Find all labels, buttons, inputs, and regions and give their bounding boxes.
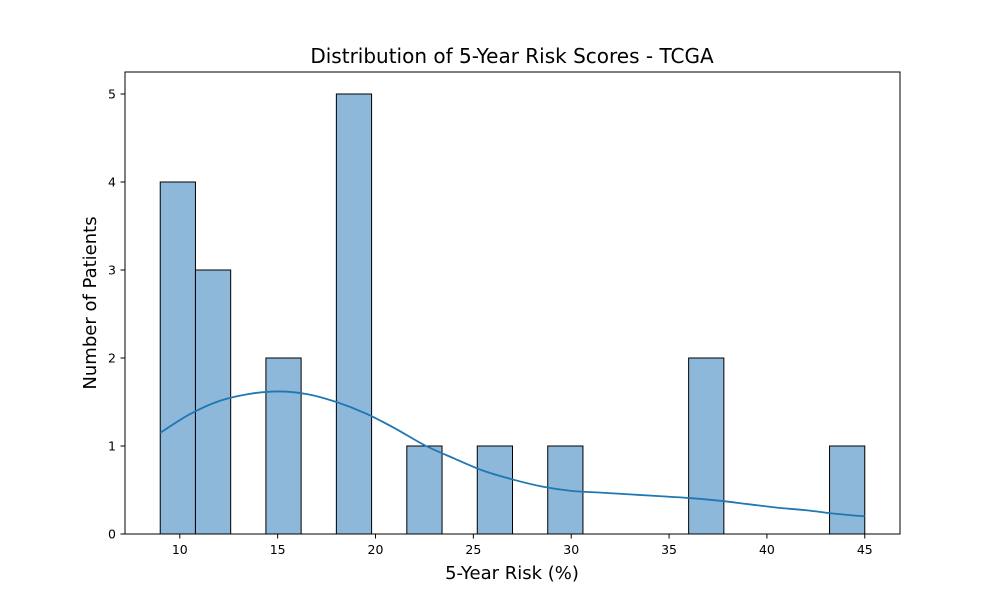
y-axis-label: Number of Patients (80, 216, 101, 389)
x-tick-label: 25 (465, 542, 481, 557)
kde-curve (159, 390, 865, 518)
y-tick-label: 3 (108, 263, 116, 278)
kde-curve-group (159, 390, 865, 518)
x-tick-label: 10 (172, 542, 188, 557)
y-axis-ticks: 0 1 2 3 4 5 (108, 87, 125, 542)
x-tick-label: 40 (759, 542, 775, 557)
histogram-bar (159, 181, 196, 535)
histogram-bar (265, 357, 302, 535)
histogram-bar (476, 445, 514, 535)
y-tick-label: 4 (108, 175, 116, 190)
x-tick-label: 20 (368, 542, 384, 557)
x-tick-label: 15 (270, 542, 286, 557)
y-tick-label: 5 (108, 87, 116, 102)
x-axis-label: 5-Year Risk (%) (445, 563, 579, 584)
plot-area-frame (124, 71, 901, 535)
chart-title: Distribution of 5-Year Risk Scores - TCG… (310, 44, 714, 68)
histogram-bar (194, 269, 232, 535)
histogram-bar (406, 445, 443, 535)
y-tick-label: 0 (108, 527, 116, 542)
histogram-bar (335, 93, 373, 535)
x-tick-label: 30 (563, 542, 579, 557)
histogram-bars (159, 93, 866, 535)
y-tick-label: 1 (108, 439, 116, 454)
x-tick-label: 35 (661, 542, 677, 557)
x-tick-label: 45 (857, 542, 873, 557)
histogram-bar (829, 445, 866, 535)
x-axis-ticks: 10 15 20 25 30 35 40 45 (172, 534, 873, 557)
y-tick-label: 2 (108, 351, 116, 366)
histogram-bar (688, 357, 725, 535)
